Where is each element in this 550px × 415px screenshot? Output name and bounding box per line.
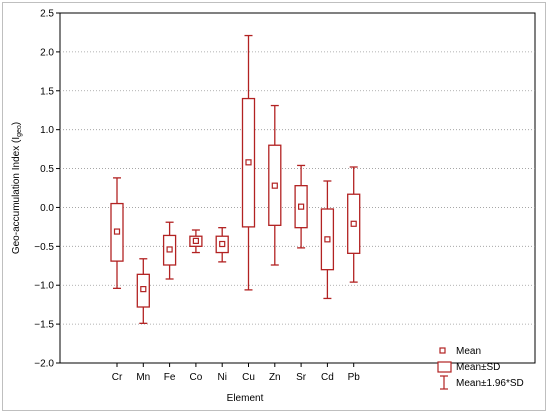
y-tick-label: 2.5: [40, 9, 54, 20]
x-tick-label-fe: Fe: [164, 372, 176, 383]
legend-mean-marker: [439, 347, 446, 354]
x-tick-label-pb: Pb: [348, 372, 361, 383]
legend: Mean Mean±SD Mean±1.96*SD: [437, 346, 524, 390]
x-axis-title: Element: [227, 393, 264, 404]
box-mn: [136, 258, 150, 324]
x-tick-label-zn: Zn: [269, 372, 281, 383]
x-tick-label-cu: Cu: [242, 372, 255, 383]
mean-marker: [245, 159, 252, 166]
mean-marker: [113, 228, 121, 235]
box-co: [189, 229, 203, 254]
box-sr: [294, 164, 308, 249]
x-axis: Cr Mn Fe Co Ni Cu Zn Sr Cd Pb: [112, 363, 361, 383]
series-boxes: [110, 34, 361, 324]
box-ni: [215, 227, 229, 263]
y-tick-label: −1.0: [34, 281, 54, 292]
x-tick-label-sr: Sr: [296, 372, 307, 383]
mean-marker: [324, 236, 331, 243]
y-tick-label: −0.5: [34, 242, 54, 253]
mean-marker: [219, 240, 226, 248]
y-tick-label: −2.0: [34, 359, 54, 370]
box-zn: [268, 104, 282, 266]
mean-marker: [298, 203, 305, 210]
box-cr: [110, 177, 124, 289]
y-axis-title: Geo-accumulation Index (Igeo): [11, 122, 23, 254]
y-tick-label: 1.0: [40, 125, 54, 136]
y-tick-label: 2.0: [40, 47, 54, 58]
legend-sd-label: Mean±SD: [456, 362, 500, 373]
mean-marker: [350, 220, 357, 227]
mean-marker: [271, 182, 278, 189]
y-tick-label: 0.0: [40, 203, 54, 214]
mean-marker: [192, 237, 199, 244]
x-tick-label-ni: Ni: [217, 372, 226, 383]
box-pb: [347, 166, 361, 283]
x-tick-label-co: Co: [190, 372, 203, 383]
box-cd: [320, 180, 335, 300]
mean-marker: [140, 286, 147, 293]
y-tick-label: −1.5: [34, 320, 54, 331]
y-tick-label: 0.5: [40, 164, 54, 175]
x-tick-label-cr: Cr: [112, 372, 123, 383]
box-fe: [162, 221, 177, 280]
box-cu: [241, 34, 256, 291]
y-axis: −2.0 −1.5 −1.0 −0.5 0.0 0.5 1.0 1.5 2.0 2.5: [34, 9, 60, 370]
y-tick-label: 1.5: [40, 86, 54, 97]
x-tick-label-cd: Cd: [321, 372, 334, 383]
legend-mean-label: Mean: [456, 346, 481, 357]
legend-sd-marker: [437, 361, 452, 373]
mean-marker: [166, 246, 173, 253]
x-tick-label-mn: Mn: [136, 372, 150, 383]
legend-ci-label: Mean±1.96*SD: [456, 378, 524, 389]
